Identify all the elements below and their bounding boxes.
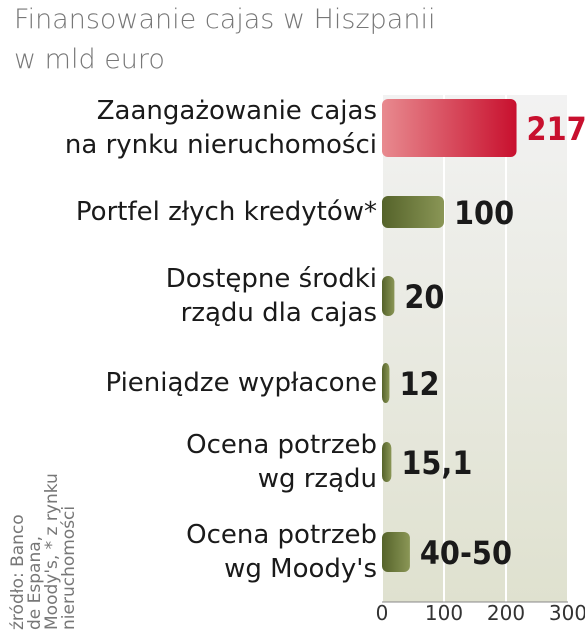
source-note: źródło: Banco de Espana, Moody's, * z ry… [8, 473, 79, 630]
bar [382, 196, 444, 228]
x-tick-label: 300 [549, 601, 585, 625]
bar [382, 363, 390, 403]
bar [382, 532, 410, 572]
value-label: 20 [404, 278, 444, 316]
bar [382, 99, 517, 157]
value-label: 100 [454, 194, 514, 232]
chart-title: Finansowanie cajas w Hiszpanii [14, 4, 436, 35]
chart-subtitle: w mld euro [14, 44, 165, 75]
x-tick-label: 100 [425, 601, 463, 625]
value-label: 40-50 [420, 534, 512, 572]
x-tick-label: 0 [376, 601, 389, 625]
bar [382, 276, 395, 316]
value-label: 15,1 [401, 444, 472, 482]
category-label: Ocena potrzeb wg Moody's [186, 520, 377, 584]
value-label: 12 [399, 365, 439, 403]
x-tick-label: 200 [487, 601, 525, 625]
category-label: Pieniądze wypłacone [105, 368, 377, 398]
value-label: 217 [527, 110, 585, 148]
plot-background [382, 95, 568, 602]
category-label: Dostępne środki rządu dla cajas [165, 264, 377, 328]
bar [382, 442, 392, 482]
category-label: Portfel złych kredytów* [75, 197, 377, 227]
category-label: Ocena potrzeb wg rządu [186, 430, 377, 494]
category-label: Zaangażowanie cajas na rynku nieruchomoś… [64, 96, 377, 160]
